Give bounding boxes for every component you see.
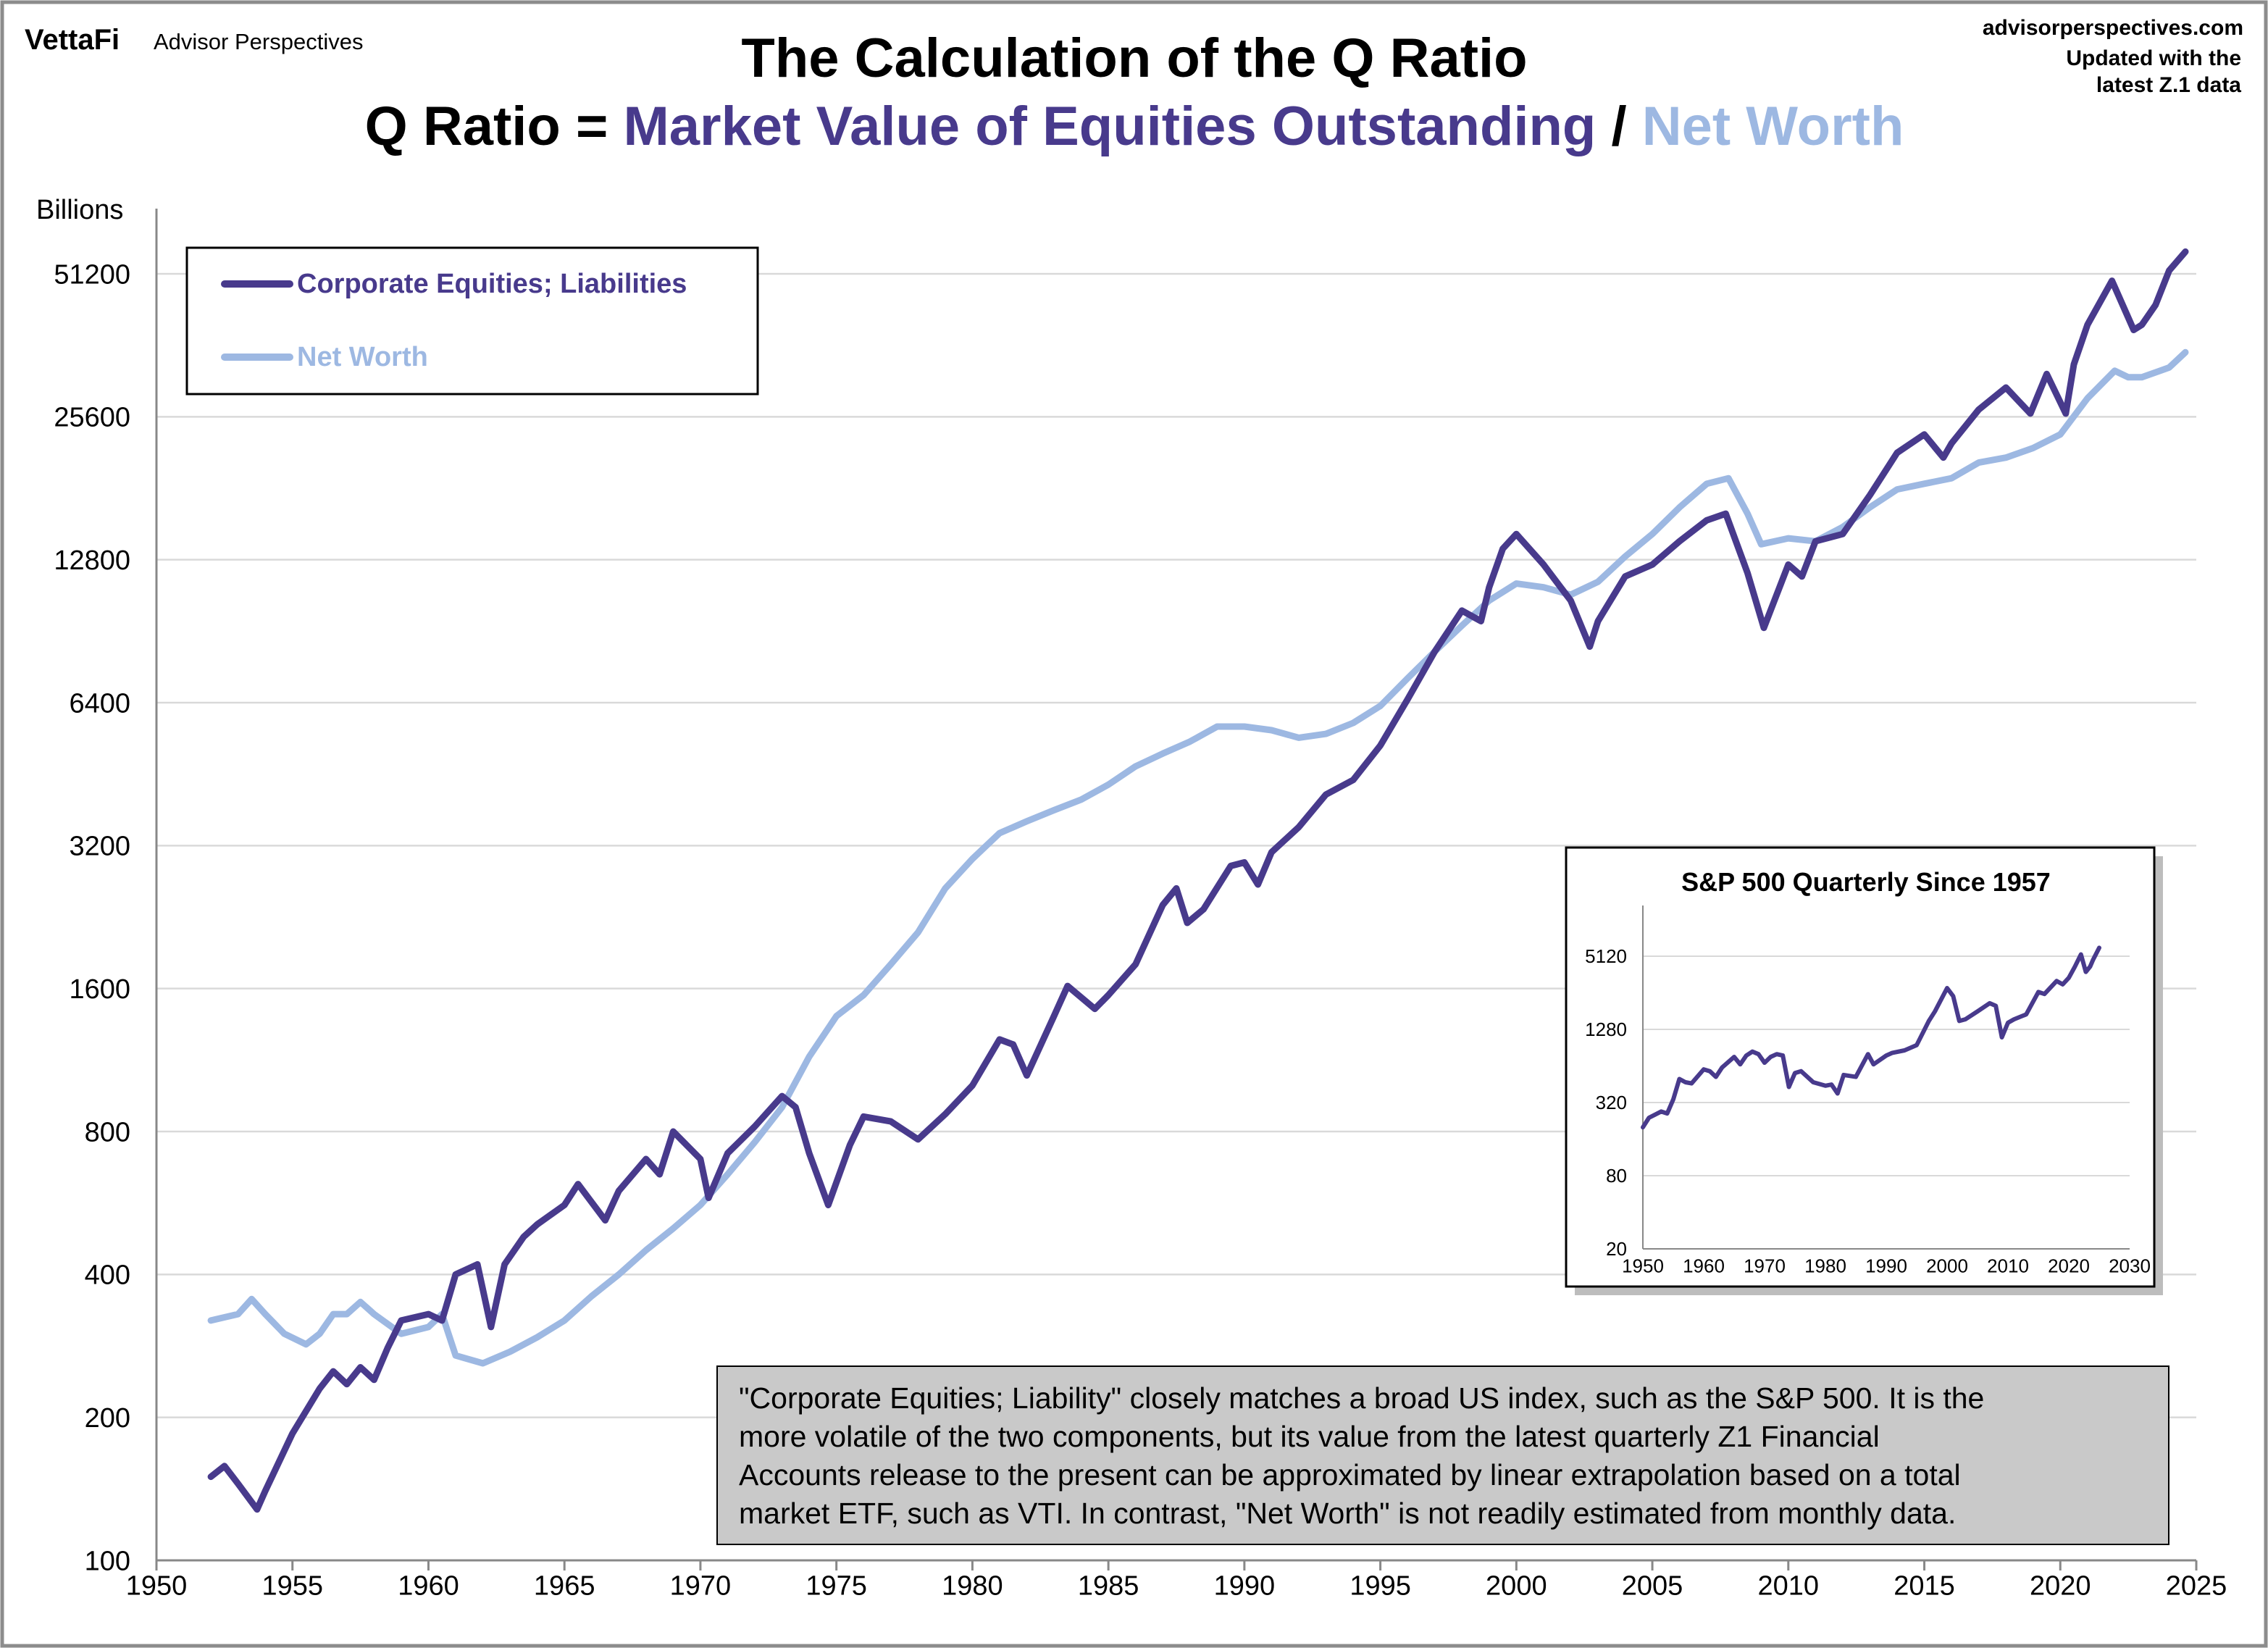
- main-axes: 100 200 400 800 1600 3200 6400 12800 25600 51200 1…: [54, 209, 2227, 1602]
- note-background: [716, 1365, 2169, 1545]
- subtitle-divider: /: [1596, 96, 1641, 157]
- y-tick-label: 80: [1606, 1165, 1627, 1187]
- x-tick-label: 1990: [1865, 1255, 1907, 1277]
- y-tick-label: 3200: [69, 832, 130, 862]
- x-tick-label: 1975: [805, 1571, 867, 1602]
- inset-chart: S&P 500 Quarterly Since 1957 20 80 320 1280…: [1565, 846, 2163, 1295]
- y-axis-label: Billions: [36, 195, 123, 225]
- legend-label-equities: Corporate Equities; Liabilities: [297, 269, 687, 299]
- y-tick-label: 100: [85, 1546, 130, 1576]
- x-tick-label: 1950: [1622, 1255, 1664, 1277]
- x-tick-label: 2010: [1758, 1571, 1820, 1602]
- x-tick-label: 1955: [261, 1571, 323, 1602]
- y-tick-label: 1600: [69, 974, 130, 1005]
- x-tick-label: 1950: [126, 1571, 188, 1602]
- x-tick-label: 1960: [1683, 1255, 1725, 1277]
- x-tick-label: 1965: [534, 1571, 595, 1602]
- y-tick-label: 12800: [54, 545, 130, 576]
- y-tick-label: 200: [85, 1403, 130, 1434]
- y-tick-label: 51200: [54, 259, 130, 290]
- legend-label-net-worth: Net Worth: [297, 342, 428, 372]
- vettafi-logo: VettaFi: [25, 24, 120, 56]
- x-tick-label: 1960: [398, 1571, 459, 1602]
- x-tick-label: 1970: [1744, 1255, 1786, 1277]
- x-tick-label: 1990: [1214, 1571, 1276, 1602]
- note-line-3: Accounts release to the present can be a…: [739, 1458, 1961, 1492]
- y-tick-label: 25600: [54, 403, 130, 433]
- x-tick-label: 2020: [2030, 1571, 2091, 1602]
- inset-title: S&P 500 Quarterly Since 1957: [1681, 867, 2051, 897]
- x-tick-label: 1980: [1804, 1255, 1846, 1277]
- y-tick-label: 1280: [1585, 1019, 1627, 1040]
- x-tick-label: 1980: [942, 1571, 1003, 1602]
- y-tick-label: 6400: [69, 688, 130, 719]
- main-series: [207, 248, 2189, 1513]
- x-tick-label: 2005: [1622, 1571, 1683, 1602]
- update-line-2: latest Z.1 data: [2096, 73, 2241, 97]
- x-tick-label: 2010: [1987, 1255, 2029, 1277]
- y-tick-label: 320: [1596, 1092, 1627, 1113]
- series-line-sp500: [1641, 945, 2101, 1130]
- inset-axes: 20 80 320 1280 5120 1950 1960 1970 1980 1990 2000 2…: [1585, 905, 2151, 1277]
- inset-series: [1641, 945, 2101, 1130]
- inset-gridlines: [1643, 955, 2130, 1176]
- chart-title: The Calculation of the Q Ratio: [741, 28, 1527, 89]
- note-line-4: market ETF, such as VTI. In contrast, "N…: [739, 1497, 1956, 1530]
- legend: Corporate Equities; Liabilities Net Wort…: [185, 246, 759, 396]
- x-tick-label: 1995: [1349, 1571, 1411, 1602]
- x-tick-label: 2000: [1926, 1255, 1968, 1277]
- subtitle-prefix: Q Ratio =: [365, 96, 624, 157]
- x-tick-label: 1985: [1078, 1571, 1139, 1602]
- y-tick-label: 800: [85, 1117, 130, 1147]
- x-tick-label: 2025: [2166, 1571, 2227, 1602]
- subtitle-numerator: Market Value of Equities Outstanding: [623, 96, 1596, 157]
- note-box: "Corporate Equities; Liability" closely …: [716, 1365, 2169, 1545]
- y-tick-label: 20: [1606, 1238, 1627, 1260]
- x-tick-label: 2030: [2109, 1255, 2151, 1277]
- y-tick-label: 400: [85, 1260, 130, 1291]
- series-line-net-worth: [207, 348, 2189, 1367]
- subtitle-denominator: Net Worth: [1642, 96, 1904, 157]
- x-tick-label: 2000: [1486, 1571, 1547, 1602]
- update-line-1: Updated with the: [2066, 46, 2241, 70]
- note-line-2: more volatile of the two components, but…: [739, 1420, 1880, 1453]
- brand-name: Advisor Perspectives: [154, 29, 363, 54]
- series-line-corporate-equities-liabilities: [207, 248, 2189, 1513]
- y-tick-label: 5120: [1585, 945, 1627, 967]
- x-tick-label: 1970: [670, 1571, 732, 1602]
- x-tick-label: 2020: [2048, 1255, 2090, 1277]
- x-tick-label: 2015: [1894, 1571, 1955, 1602]
- chart-subtitle: Q Ratio = Market Value of Equities Outst…: [365, 96, 1904, 157]
- legend-box: [185, 246, 759, 396]
- note-line-1: "Corporate Equities; Liability" closely …: [739, 1381, 1984, 1415]
- site-url: advisorperspectives.com: [1983, 16, 2243, 40]
